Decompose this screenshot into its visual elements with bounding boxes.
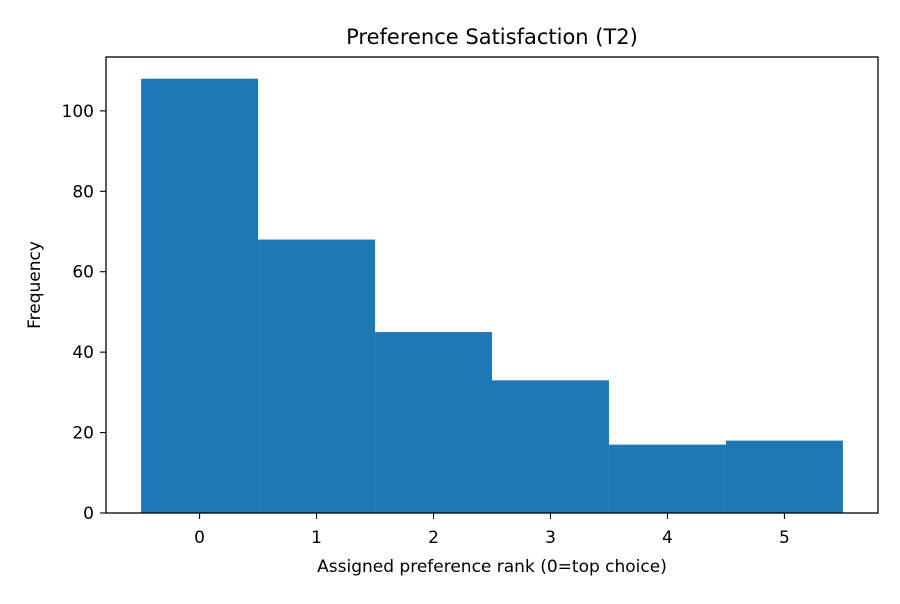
x-axis-label: Assigned preference rank (0=top choice) bbox=[317, 557, 667, 577]
y-tick-label: 40 bbox=[72, 343, 94, 363]
x-tick-label: 5 bbox=[779, 528, 790, 548]
x-tick-label: 1 bbox=[311, 528, 322, 548]
x-tick-label: 0 bbox=[194, 528, 205, 548]
x-tick-label: 4 bbox=[662, 528, 673, 548]
histogram-bar-rank-2 bbox=[375, 332, 492, 513]
x-tick-label: 3 bbox=[545, 528, 556, 548]
histogram-bar-rank-5 bbox=[725, 440, 843, 513]
x-tick-label: 2 bbox=[428, 528, 439, 548]
y-tick-label: 100 bbox=[62, 102, 94, 122]
chart-title: Preference Satisfaction (T2) bbox=[346, 25, 638, 49]
y-tick-label: 0 bbox=[83, 504, 94, 524]
ticks-layer: 0 1 2 3 4 5 0 20 40 60 80 100 bbox=[62, 102, 790, 548]
plot-area-frame bbox=[105, 56, 879, 514]
histogram-bar-rank-3 bbox=[492, 380, 609, 513]
histogram-bar-rank-0 bbox=[141, 78, 259, 513]
y-axis-label: Frequency bbox=[25, 241, 45, 329]
y-tick-label: 60 bbox=[72, 263, 94, 283]
y-tick-label: 80 bbox=[72, 182, 94, 202]
y-tick-label: 20 bbox=[72, 424, 94, 444]
bars-layer bbox=[141, 78, 843, 513]
histogram-bar-rank-4 bbox=[608, 444, 726, 513]
histogram-bar-rank-1 bbox=[258, 239, 376, 513]
